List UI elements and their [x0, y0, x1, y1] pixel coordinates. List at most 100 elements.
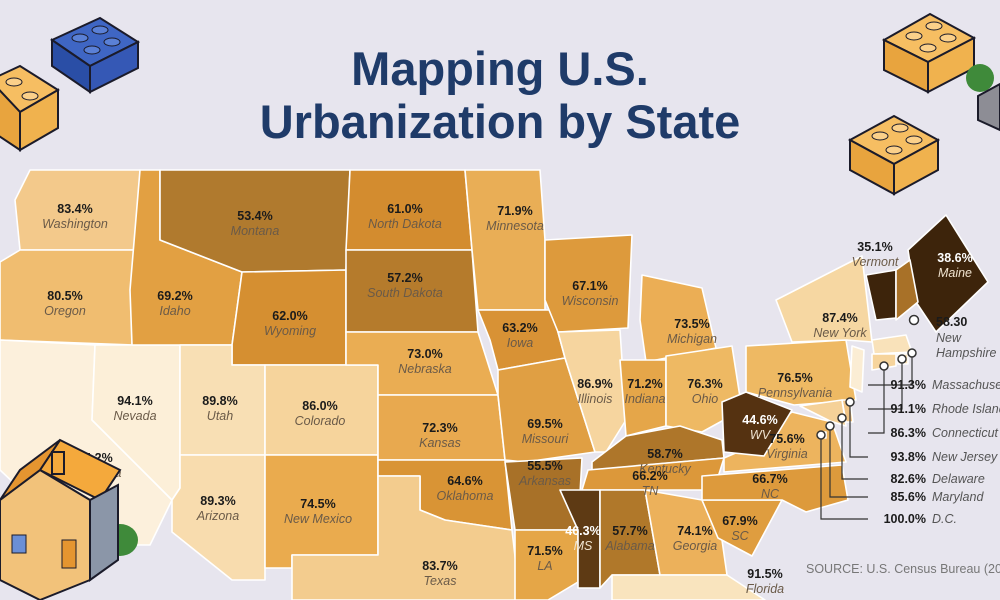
state-shape: [514, 529, 579, 600]
state-value: 73.0%: [407, 347, 442, 361]
state-value: 76.3%: [687, 377, 722, 391]
state-name: Massachusetts: [932, 378, 1000, 392]
state-name: LA: [537, 559, 552, 573]
state-name: New Mexico: [284, 512, 352, 526]
state-value: 64.6%: [447, 474, 482, 488]
state-shape: [721, 391, 793, 457]
state-name: Utah: [207, 409, 233, 423]
title-line: Mapping U.S.: [351, 42, 649, 95]
state-value: 38.6%: [937, 251, 972, 265]
state-name: Connecticut: [932, 426, 999, 440]
state-value: 55.5%: [527, 459, 562, 473]
state-value: 86.0%: [302, 399, 337, 413]
state-value: 58.7%: [647, 447, 682, 461]
state-shape: [464, 169, 546, 311]
state-name: Florida: [746, 582, 784, 596]
state-name: Minnesota: [486, 219, 544, 233]
state-shape: [849, 345, 865, 393]
state-shape: [611, 574, 766, 600]
state-name: Missouri: [522, 432, 570, 446]
state-name: Texas: [424, 574, 457, 588]
state-value: 58.30: [936, 315, 967, 329]
title-line: Urbanization by State: [260, 95, 741, 148]
state-name: Illinois: [578, 392, 613, 406]
state-name: Virginia: [766, 447, 808, 461]
state-value: 94.1%: [117, 394, 152, 408]
callout-dot: [825, 421, 835, 431]
state-shape: [559, 489, 601, 589]
callout-dot: [879, 361, 889, 371]
house: [0, 438, 138, 600]
state-value: 86.3%: [891, 426, 926, 440]
state-shape: [775, 255, 873, 343]
state-name: Ohio: [692, 392, 718, 406]
state-value: 67.9%: [722, 514, 757, 528]
state-value: 74.5%: [300, 497, 335, 511]
callout-line: [868, 366, 885, 434]
state-name: Washington: [42, 217, 108, 231]
state-name: North Dakota: [368, 217, 442, 231]
state-name: Oregon: [44, 304, 86, 318]
state-value: 71.5%: [527, 544, 562, 558]
state-name: Iowa: [507, 336, 533, 350]
state-name: Nebraska: [398, 362, 452, 376]
state-value: 75.6%: [769, 432, 804, 446]
callout-dot: [837, 413, 847, 423]
state-value: 57.2%: [387, 271, 422, 285]
state-value: 74.1%: [677, 524, 712, 538]
gray-brick: [966, 64, 1000, 132]
callout-line: [841, 418, 868, 480]
state-value: 71.9%: [497, 204, 532, 218]
state-value: 93.8%: [891, 450, 926, 464]
state-name: New York: [813, 326, 867, 340]
state-layer: [0, 169, 989, 600]
orange-brick-top-right: [881, 12, 977, 94]
state-name: D.C.: [932, 512, 957, 526]
callout-line: [849, 402, 868, 458]
state-value: 80.5%: [47, 289, 82, 303]
state-value: 73.5%: [674, 317, 709, 331]
state-value: 76.5%: [777, 371, 812, 385]
state-value: 66.2%: [632, 469, 667, 483]
state-value: 71.2%: [627, 377, 662, 391]
state-name: Kansas: [419, 436, 461, 450]
state-shape: [799, 399, 847, 427]
state-name: Rhode Island: [932, 402, 1000, 416]
state-name: Delaware: [932, 472, 985, 486]
state-value: 83.7%: [422, 559, 457, 573]
state-name: SC: [731, 529, 749, 543]
source-note: SOURCE: U.S. Census Bureau (2020): [806, 562, 1000, 576]
state-shape: [291, 475, 521, 600]
state-value: 91.5%: [747, 567, 782, 581]
callout-dot: [907, 348, 917, 358]
blue-brick: [49, 16, 141, 94]
state-shape: [723, 411, 847, 473]
state-value: 85.6%: [891, 490, 926, 504]
state-name: Colorado: [295, 414, 346, 428]
state-name: Wyoming: [264, 324, 316, 338]
state-name: Michigan: [667, 332, 717, 346]
state-value: 53.4%: [237, 209, 272, 223]
state-name: NC: [761, 487, 780, 501]
state-name: Montana: [231, 224, 280, 238]
callout-dot: [845, 397, 855, 407]
state-name: Idaho: [159, 304, 190, 318]
state-name: New Jersey: [932, 450, 998, 464]
state-name: WV: [750, 428, 772, 442]
orange-brick-mid-right: [847, 114, 941, 196]
callout-line: [868, 353, 913, 386]
state-shape: [544, 234, 633, 333]
state-value: 69.2%: [157, 289, 192, 303]
state-value: 83.4%: [57, 202, 92, 216]
state-value: 100.0%: [884, 512, 926, 526]
state-value: 89.3%: [200, 494, 235, 508]
state-name: Kentucky: [639, 462, 691, 476]
state-shape: [895, 259, 919, 321]
state-name: Arizona: [196, 509, 239, 523]
state-value: 66.7%: [752, 472, 787, 486]
callout-line: [829, 426, 868, 498]
state-name: New Hampshire: [936, 331, 996, 360]
state-value: 67.1%: [572, 279, 607, 293]
